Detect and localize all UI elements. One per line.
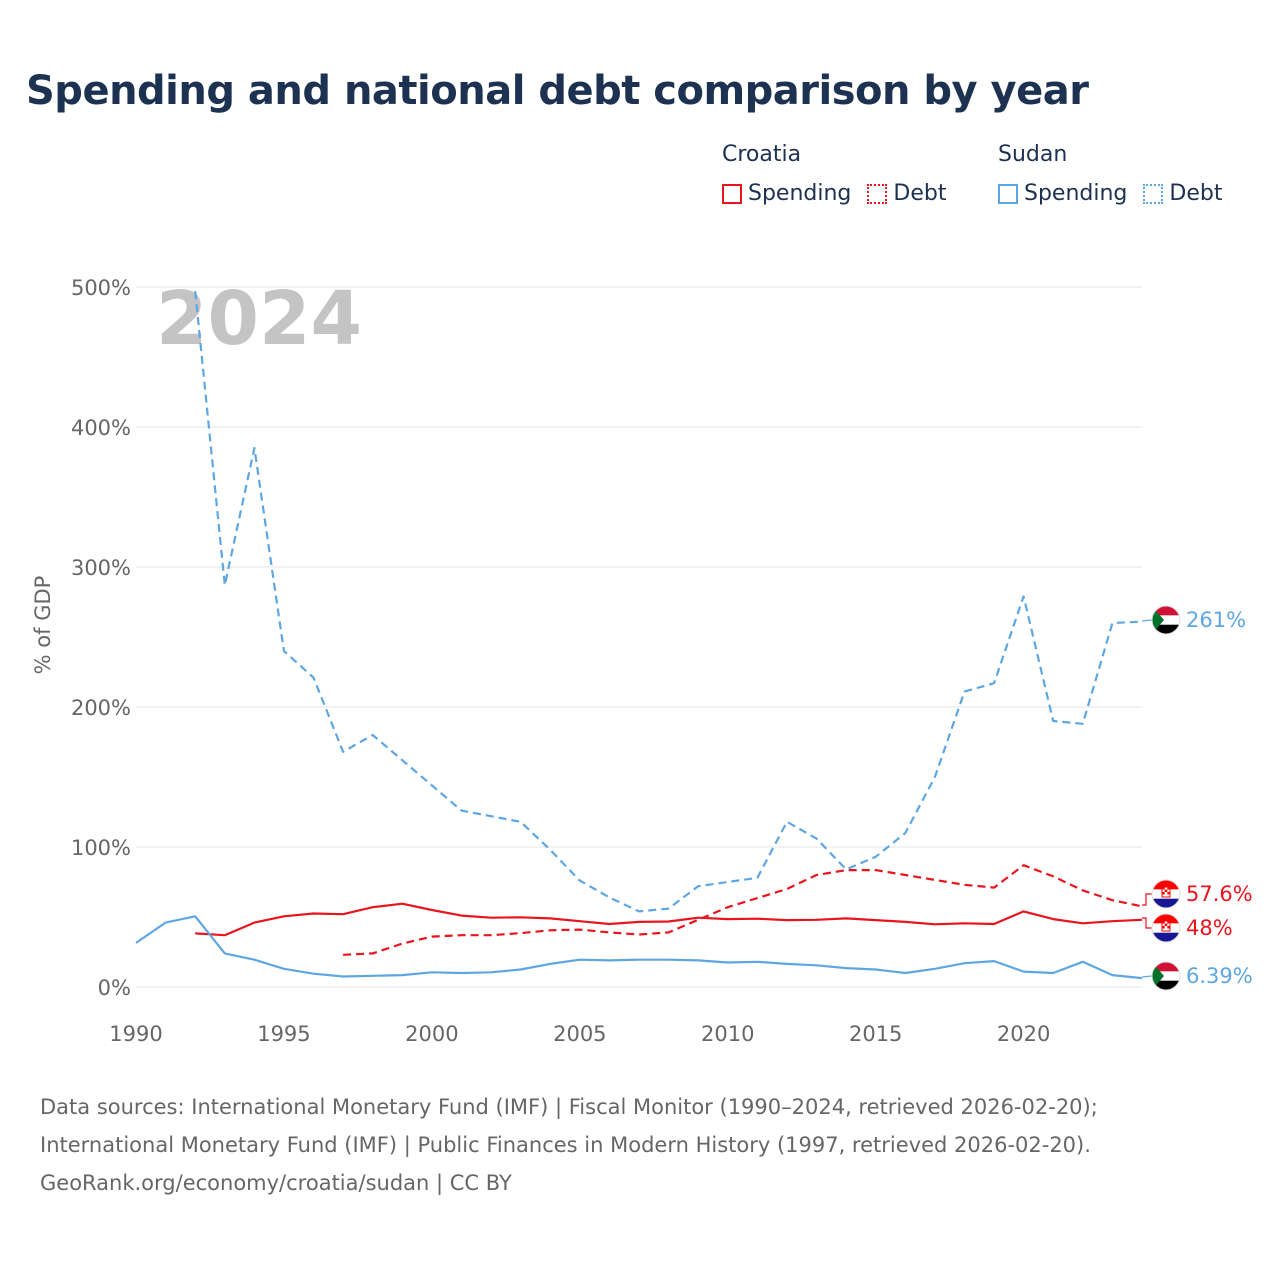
legend-swatch-sudan-debt [1143, 183, 1164, 204]
footer-sources: Data sources: International Monetary Fun… [40, 1088, 1260, 1202]
footer-line-1: Data sources: International Monetary Fun… [40, 1095, 1098, 1119]
legend-label-sudan-spending: Spending [1024, 181, 1128, 206]
legend-item-croatia-debt[interactable]: Debt [867, 181, 946, 206]
x-tick-label: 1995 [257, 1022, 310, 1046]
x-tick-label: 2015 [849, 1022, 902, 1046]
legend-item-croatia-spending[interactable]: Spending [722, 181, 851, 206]
line-chart: 0% 100% 200% 300% 400% 500% 1990 1995 2000 2005 2… [31, 276, 1253, 1046]
legend-item-sudan-spending[interactable]: Spending [998, 181, 1127, 206]
series-line-croatia-debt [343, 864, 1143, 956]
end-label-croatia-debt: 57.6% [1186, 882, 1253, 906]
legend-label-croatia-spending: Spending [748, 181, 852, 206]
grid-lines [136, 286, 1142, 988]
y-tick-label: 200% [71, 696, 131, 720]
legend-country-croatia: Croatia [722, 142, 802, 167]
series-lines [135, 291, 1143, 980]
legend-label-sudan-debt: Debt [1169, 181, 1223, 206]
connector-croatia-spending [1142, 917, 1152, 929]
x-tick-label: 2005 [553, 1022, 606, 1046]
legend-item-sudan-debt[interactable]: Debt [1143, 181, 1222, 206]
y-axis: 0% 100% 200% 300% 400% 500% [71, 276, 131, 1000]
connector-sudan-debt [1141, 619, 1153, 622]
x-tick-label: 2000 [405, 1022, 458, 1046]
end-label-sudan-spending: 6.39% [1186, 964, 1253, 988]
end-label-croatia-spending: 48% [1186, 916, 1233, 940]
legend-swatch-croatia-spending [722, 183, 742, 204]
sudan-flag-icon [1151, 605, 1181, 635]
page-title: Spending and national debt comparison by… [26, 68, 1089, 114]
y-axis-label: % of GDP [31, 576, 55, 675]
legend-label-croatia-debt: Debt [893, 181, 947, 206]
croatia-flag-icon [1151, 913, 1181, 943]
y-tick-label: 0% [98, 976, 131, 1000]
legend-croatia: Croatia Spending Debt [722, 142, 962, 206]
connector-croatia-debt [1142, 893, 1152, 906]
series-line-sudan-spending [135, 915, 1143, 980]
croatia-flag-icon [1151, 879, 1181, 909]
footer-line-2: International Monetary Fund (IMF) | Publ… [40, 1133, 1091, 1157]
end-label-sudan-debt: 261% [1186, 608, 1246, 632]
y-tick-label: 500% [71, 276, 131, 300]
x-tick-label: 2020 [997, 1022, 1050, 1046]
y-tick-label: 100% [71, 836, 131, 860]
series-line-croatia-spending [195, 902, 1143, 937]
y-tick-label: 400% [71, 416, 131, 440]
legend-swatch-sudan-spending [998, 183, 1018, 204]
series-line-sudan-debt [194, 291, 1143, 913]
sudan-flag-icon [1151, 961, 1181, 991]
footer-line-3: GeoRank.org/economy/croatia/sudan | CC B… [40, 1171, 512, 1195]
x-axis: 1990 1995 2000 2005 2010 2015 2020 [109, 1022, 1050, 1046]
x-tick-label: 1990 [109, 1022, 162, 1046]
legend-swatch-croatia-debt [867, 183, 888, 204]
year-watermark: 2024 [156, 276, 362, 362]
y-tick-label: 300% [71, 556, 131, 580]
connector-sudan-spending [1141, 975, 1153, 978]
legend-sudan: Sudan Spending Debt [998, 142, 1238, 206]
legend-country-sudan: Sudan [998, 142, 1068, 167]
x-tick-label: 2010 [701, 1022, 754, 1046]
